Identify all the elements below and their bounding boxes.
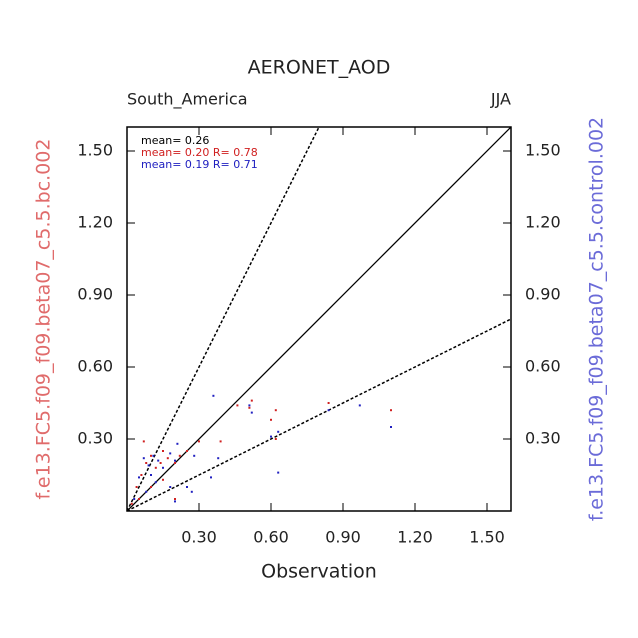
- point: [327, 402, 330, 404]
- point: [190, 490, 193, 493]
- point: [138, 476, 140, 479]
- point: [248, 404, 251, 407]
- point: [274, 438, 277, 440]
- point: [162, 466, 164, 469]
- x-tick-label: 0.90: [325, 528, 361, 547]
- reference-line: [126, 126, 320, 512]
- point: [277, 471, 280, 474]
- x-tick-label: 0.30: [181, 528, 217, 547]
- point: [142, 457, 145, 460]
- point: [169, 486, 172, 488]
- point: [142, 440, 145, 443]
- point: [130, 502, 133, 505]
- subtitle-left: South_America: [127, 90, 248, 110]
- x-tick-label: 0.60: [253, 528, 289, 547]
- point: [166, 457, 169, 460]
- y2-axis-label: f.e13.FC5.f09_f09.beta07_c5.5.control.00…: [586, 117, 608, 521]
- point: [174, 459, 176, 462]
- point: [212, 394, 215, 397]
- point: [277, 430, 280, 433]
- point: [178, 454, 181, 457]
- point: [133, 498, 136, 500]
- y-tick-label: 1.50: [77, 141, 113, 160]
- point: [150, 486, 152, 488]
- point: [390, 409, 392, 412]
- point: [219, 440, 222, 443]
- point: [250, 411, 253, 414]
- chart-title: AERONET_AOD: [248, 57, 391, 79]
- point: [174, 500, 176, 503]
- x-tick-label: 1.50: [469, 528, 505, 547]
- point: [270, 418, 272, 421]
- reference-line: [126, 318, 512, 512]
- point: [157, 459, 160, 462]
- point: [186, 486, 188, 488]
- point: [176, 442, 179, 445]
- point: [248, 406, 251, 409]
- point: [210, 476, 212, 479]
- annotation: mean= 0.20 R= 0.78: [141, 146, 258, 159]
- reference-line: [126, 126, 512, 512]
- point: [150, 454, 152, 457]
- point: [145, 462, 148, 464]
- y-axis-label: f.e13.FC5.f09_f09.beta07_c5.5.bc.002: [33, 139, 55, 500]
- point: [236, 404, 239, 407]
- plot-frame: [126, 126, 512, 512]
- point: [150, 474, 152, 476]
- point: [162, 450, 164, 452]
- point: [327, 409, 330, 412]
- point: [147, 464, 150, 467]
- point: [140, 474, 143, 476]
- y-tick-label: 0.60: [77, 357, 113, 376]
- point: [145, 490, 148, 493]
- point: [159, 462, 162, 464]
- annotation: mean= 0.19 R= 0.71: [141, 158, 258, 171]
- point: [390, 426, 392, 428]
- y-tick-label: 0.30: [77, 429, 113, 448]
- point: [154, 481, 157, 484]
- x-tick-label: 1.20: [397, 528, 433, 547]
- y-tick-label: 1.20: [77, 213, 113, 232]
- y-tick-label: 0.90: [77, 285, 113, 304]
- point: [138, 498, 140, 500]
- point: [250, 399, 253, 402]
- y2-tick-label: 1.50: [525, 141, 561, 160]
- subtitle-right: JJA: [490, 90, 511, 109]
- point: [186, 450, 188, 452]
- point: [152, 454, 155, 457]
- point: [274, 409, 277, 412]
- point: [198, 440, 200, 443]
- point: [174, 462, 176, 464]
- point: [174, 498, 176, 500]
- y2-tick-label: 0.30: [525, 429, 561, 448]
- point: [270, 435, 272, 438]
- annotation: mean= 0.26: [141, 134, 209, 147]
- x-axis-label: Observation: [261, 561, 377, 583]
- point: [169, 452, 172, 455]
- point: [217, 457, 220, 460]
- y2-tick-label: 1.20: [525, 213, 561, 232]
- point: [135, 486, 138, 488]
- point: [154, 466, 157, 469]
- point: [162, 478, 164, 481]
- y2-tick-label: 0.90: [525, 285, 561, 304]
- point: [358, 404, 361, 407]
- y2-tick-label: 0.60: [525, 357, 561, 376]
- point: [193, 454, 196, 457]
